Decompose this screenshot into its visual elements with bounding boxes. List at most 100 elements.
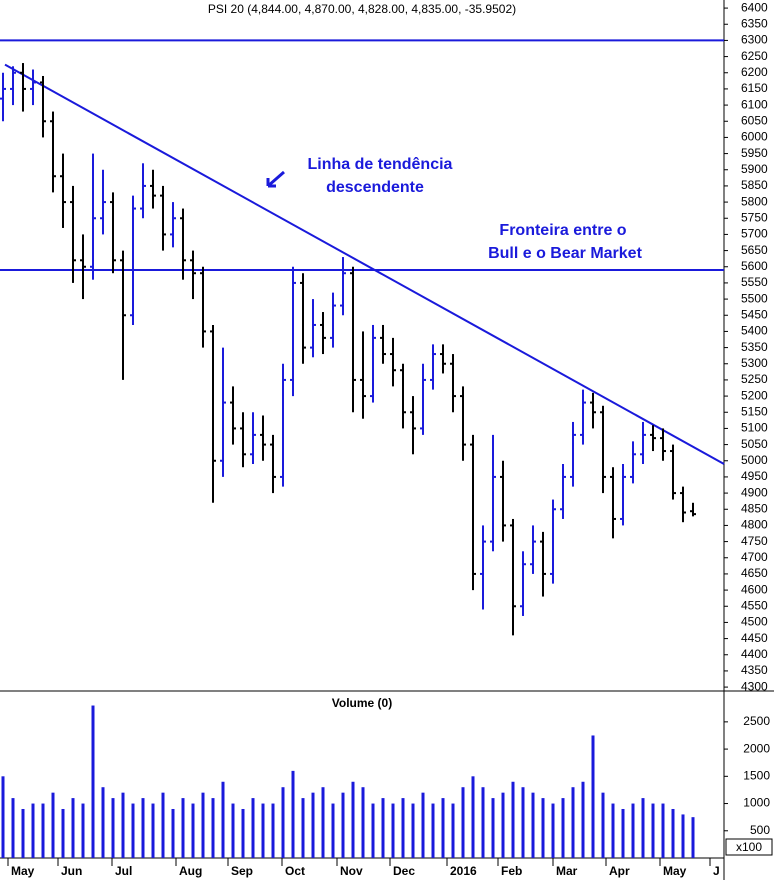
volume-bar [161,792,165,858]
volume-bar [151,803,155,858]
volume-bar [511,781,515,858]
x-tick-label: Jun [61,864,82,878]
y-tick-label: 5000 [741,453,768,467]
volume-bar [381,798,385,858]
y-tick-label: 1000 [743,796,770,810]
y-tick-label: 4950 [741,469,768,483]
y-tick-label: 6000 [741,130,768,144]
x-tick-label: Apr [609,864,630,878]
y-tick-label: 6350 [741,16,768,30]
annotation: Linha de tendência [308,156,453,173]
volume-bar [661,803,665,858]
y-tick-label: 4600 [741,582,768,596]
volume-bar [501,792,505,858]
y-tick-label: 4350 [741,663,768,677]
volume-bar [441,798,445,858]
x-tick-label: Nov [340,864,363,878]
annotation: Fronteira entre o [499,222,626,239]
y-tick-label: 6200 [741,65,768,79]
volume-bar [71,798,75,858]
volume-bar [311,792,315,858]
y-tick-label: 6100 [741,97,768,111]
volume-bar [681,814,685,858]
y-tick-label: 6250 [741,49,768,63]
volume-bar [401,798,405,858]
y-tick-label: 4750 [741,534,768,548]
volume-bar [201,792,205,858]
volume-bar [121,792,125,858]
volume-bar [231,803,235,858]
y-tick-label: 4650 [741,566,768,580]
y-tick-label: 5550 [741,275,768,289]
volume-bar [131,803,135,858]
y-tick-label: 5800 [741,194,768,208]
y-tick-label: 4450 [741,631,768,645]
volume-bar [341,792,345,858]
x-tick-label: Aug [179,864,202,878]
volume-bar [281,787,285,858]
volume-bar [171,808,175,858]
annotation-arrow [266,170,285,188]
volume-bar [141,798,145,858]
volume-bar [521,787,525,858]
y-tick-label: 5150 [741,404,768,418]
volume-bar [61,808,65,858]
y-tick-label: 4550 [741,598,768,612]
x-tick-label: Feb [501,864,522,878]
volume-bar [221,781,225,858]
y-tick-label: 4900 [741,485,768,499]
volume-bar [411,803,415,858]
volume-bar [21,808,25,858]
volume-bar [691,817,695,858]
volume-bar [671,808,675,858]
y-tick-label: 5400 [741,324,768,338]
y-tick-label: 5650 [741,243,768,257]
x-tick-label: May [663,864,687,878]
y-tick-label: 5200 [741,388,768,402]
x-tick-label: Mar [556,864,578,878]
y-tick-label: 4300 [741,679,768,693]
volume-bar [51,792,55,858]
volume-bar [291,770,295,858]
volume-bar [271,803,275,858]
y-tick-label: 5950 [741,146,768,160]
volume-bar [361,787,365,858]
y-tick-label: 2500 [743,714,770,728]
volume-bar [31,803,35,858]
y-tick-label: 5500 [741,291,768,305]
volume-bar [251,798,255,858]
volume-bar [191,803,195,858]
x-tick-label: Sep [231,864,253,878]
y-tick-label: 6300 [741,33,768,47]
volume-bar [631,803,635,858]
annotation: descendente [326,179,424,196]
volume-bar [451,803,455,858]
y-tick-label: 5750 [741,210,768,224]
volume-bar [351,781,355,858]
x-tick-label: J [713,864,720,878]
y-tick-label: 500 [750,823,770,837]
volume-bar [571,787,575,858]
y-tick-label: 4500 [741,615,768,629]
volume-bar [601,792,605,858]
volume-bar [261,803,265,858]
volume-bar [391,803,395,858]
y-tick-label: 5250 [741,372,768,386]
volume-bar [471,776,475,858]
y-tick-label: 6050 [741,113,768,127]
x-tick-label: Oct [285,864,305,878]
y-tick-label: 5600 [741,259,768,273]
volume-bar [621,808,625,858]
y-tick-label: 6150 [741,81,768,95]
volume-bar [1,776,5,858]
annotation: Bull e o Bear Market [488,245,643,262]
y-tick-label: 4800 [741,518,768,532]
y-tick-label: 4700 [741,550,768,564]
volume-bar [11,798,15,858]
y-tick-label: 5900 [741,162,768,176]
volume-title: Volume (0) [332,696,392,710]
trend-line [4,63,725,465]
y-tick-label: 4400 [741,647,768,661]
y-tick-label: 5850 [741,178,768,192]
